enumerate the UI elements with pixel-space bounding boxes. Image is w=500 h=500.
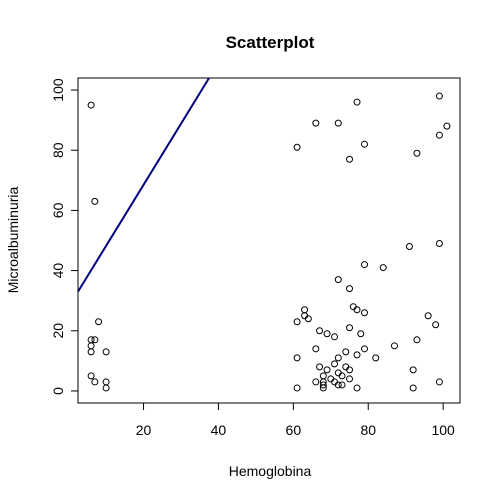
data-point: [87, 101, 95, 109]
data-point: [301, 306, 309, 314]
data-point: [331, 333, 339, 341]
chart-title: Scatterplot: [226, 33, 315, 52]
data-point: [334, 276, 342, 284]
x-tick-label: 80: [360, 422, 376, 438]
y-tick-label: 0: [50, 387, 66, 395]
data-point: [334, 119, 342, 127]
data-point: [353, 351, 361, 359]
data-point: [87, 372, 95, 380]
x-tick-label: 60: [286, 422, 302, 438]
data-point: [413, 336, 421, 344]
y-tick-label: 20: [50, 323, 66, 339]
data-point: [312, 119, 320, 127]
data-point: [334, 354, 342, 362]
data-point: [353, 306, 361, 314]
data-point: [424, 312, 432, 320]
data-point: [87, 348, 95, 356]
data-point: [409, 366, 417, 374]
data-point: [293, 143, 301, 151]
y-axis-label: Microalbuminuria: [5, 186, 21, 293]
y-tick-label: 60: [50, 202, 66, 218]
data-point: [102, 378, 110, 386]
data-point: [435, 131, 443, 139]
data-point: [346, 375, 354, 383]
data-point: [372, 354, 380, 362]
data-point: [346, 366, 354, 374]
plot-frame: [77, 77, 461, 404]
data-point: [342, 348, 350, 356]
data-point: [361, 140, 368, 148]
data-point: [338, 381, 346, 389]
data-point: [293, 384, 301, 392]
data-point: [435, 240, 443, 248]
data-point: [331, 360, 339, 368]
data-point: [361, 261, 368, 269]
x-axis-label: Hemoglobina: [229, 463, 312, 479]
data-point: [293, 318, 301, 326]
data-point: [346, 285, 354, 293]
data-point: [443, 122, 451, 130]
data-point: [316, 363, 324, 371]
data-point: [338, 372, 346, 380]
data-point: [102, 348, 110, 356]
x-tick-label: 40: [211, 422, 227, 438]
data-point: [304, 315, 312, 323]
data-point: [87, 342, 95, 350]
data-point: [413, 149, 421, 157]
data-point: [319, 384, 327, 392]
data-point: [379, 264, 387, 272]
y-tick-label: 40: [50, 263, 66, 279]
data-point: [409, 384, 417, 392]
y-tick-label: 100: [50, 78, 66, 102]
data-point: [346, 155, 354, 163]
y-tick-label: 80: [50, 142, 66, 158]
data-point: [353, 98, 361, 106]
data-point: [102, 384, 110, 392]
data-point: [95, 318, 103, 326]
data-point: [323, 330, 331, 338]
data-point: [91, 336, 99, 344]
data-point: [361, 345, 368, 353]
trend-line: [78, 78, 210, 293]
data-point: [435, 92, 443, 100]
data-point: [357, 330, 365, 338]
data-point: [91, 197, 99, 205]
data-point: [361, 309, 368, 317]
data-point: [319, 381, 327, 389]
data-point: [91, 378, 99, 386]
data-point: [312, 345, 320, 353]
data-point: [390, 342, 398, 350]
data-point: [353, 384, 361, 392]
data-point: [405, 243, 413, 251]
data-point: [312, 378, 320, 386]
data-point: [346, 324, 354, 332]
data-point: [293, 354, 301, 362]
x-tick-label: 100: [431, 422, 455, 438]
data-point: [323, 366, 331, 374]
data-point: [316, 327, 324, 335]
data-point: [432, 321, 440, 329]
data-point: [435, 378, 443, 386]
data-point: [334, 381, 342, 389]
x-tick-label: 20: [136, 422, 152, 438]
data-point: [319, 372, 327, 380]
